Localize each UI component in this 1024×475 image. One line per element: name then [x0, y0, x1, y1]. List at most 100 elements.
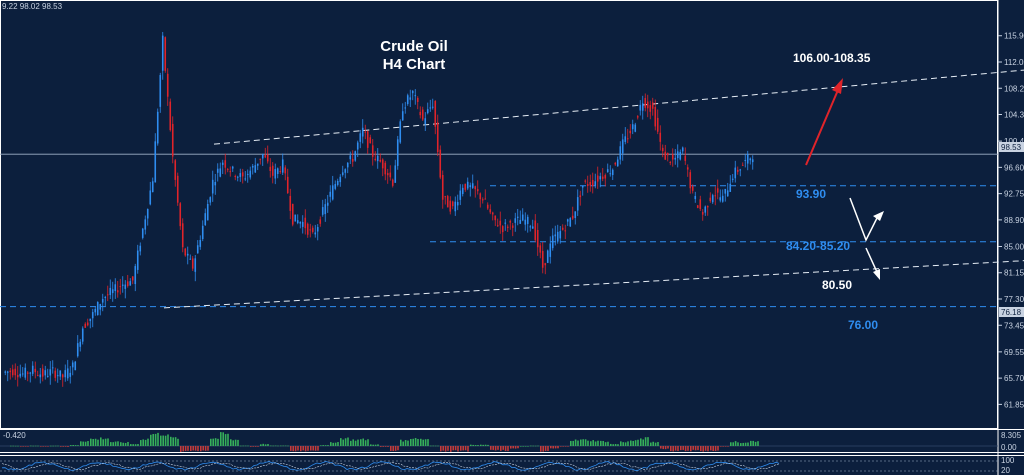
- candle-body: [629, 130, 632, 134]
- candle-body: [156, 111, 159, 144]
- candle-body: [721, 195, 724, 202]
- candle-body: [169, 101, 172, 131]
- oscillator-bar: [360, 439, 362, 446]
- candle-body: [204, 213, 207, 226]
- oscillator-bar: [400, 439, 402, 446]
- oscillator-bar: [204, 446, 207, 451]
- candle-body: [709, 197, 712, 202]
- oscillator-bar: [52, 445, 54, 447]
- candle-body: [104, 296, 107, 298]
- oscillator-bar: [352, 439, 354, 446]
- oscillator-bar: [17, 445, 19, 447]
- ohlc-readout: 9.22 98.02 98.53: [2, 2, 63, 11]
- price-tick-label: 65.70: [1004, 374, 1024, 383]
- oscillator-bar: [742, 442, 744, 446]
- candle-body: [421, 109, 424, 120]
- candle-body: [149, 190, 152, 205]
- candle-body: [384, 162, 387, 175]
- candle-body: [294, 214, 297, 222]
- candle-body: [166, 73, 169, 97]
- oscillator-bar: [752, 440, 754, 446]
- oscillator-bar: [504, 446, 507, 452]
- price-tick-label: 104.35: [1004, 111, 1024, 120]
- oscillator-bar: [392, 446, 394, 452]
- candle-body: [379, 159, 382, 162]
- oscillator-bar: [202, 446, 204, 451]
- candle-body: [566, 219, 569, 222]
- price-tick-label: 81.15: [1004, 269, 1024, 278]
- candle-body: [486, 204, 489, 209]
- oscillator-bar: [684, 446, 687, 452]
- candle-body: [689, 172, 692, 189]
- candle-body: [429, 107, 432, 109]
- oscillator-bar: [134, 444, 137, 446]
- candle-body: [329, 191, 332, 197]
- oscillator-bar: [210, 438, 212, 446]
- candle-body: [741, 164, 744, 166]
- oscillator-bar: [602, 440, 604, 446]
- oscillator-bar: [34, 445, 37, 447]
- oscillator-bar: [640, 438, 642, 446]
- oscillator-bar: [567, 446, 569, 447]
- oscillator-bar: [384, 446, 387, 447]
- candle-body: [611, 169, 614, 175]
- candle-body: [171, 123, 174, 157]
- oscillator-bar: [730, 442, 732, 446]
- oscillator-bar: [267, 444, 269, 446]
- candle-body: [14, 368, 17, 376]
- candle-body: [441, 174, 444, 200]
- oscillator-bar: [672, 446, 674, 452]
- candle-body: [606, 169, 609, 173]
- candle-body: [564, 230, 567, 232]
- candle-body: [219, 168, 222, 177]
- candle-body: [316, 227, 319, 232]
- candle-body: [239, 173, 242, 177]
- oscillator-bar: [212, 438, 214, 446]
- candle-body: [464, 183, 467, 190]
- oscillator-bar: [514, 446, 517, 449]
- oscillator-bar: [64, 446, 67, 447]
- oscillator-bar: [22, 446, 24, 447]
- candle-body: [111, 289, 114, 294]
- oscillator-bar: [457, 446, 459, 452]
- oscillator-bar: [174, 437, 177, 446]
- candle-body: [86, 322, 89, 326]
- oscillator-bar: [387, 446, 389, 447]
- oscillator-bar: [367, 439, 369, 446]
- candle-body: [24, 367, 27, 378]
- oscillator-bar: [417, 438, 419, 446]
- oscillator-bar: [500, 446, 502, 451]
- candle-body: [531, 226, 534, 229]
- candle-body: [696, 205, 699, 208]
- candle-body: [466, 181, 469, 189]
- oscillator-bar: [320, 445, 322, 446]
- oscillator-bar: [740, 443, 742, 446]
- oscillator-bar: [627, 441, 629, 446]
- candle-body: [344, 169, 347, 173]
- candle-body: [674, 157, 677, 160]
- oscillator-label: -0.420: [3, 431, 26, 440]
- candle-body: [449, 200, 452, 212]
- oscillator-bar: [577, 440, 579, 446]
- candle-body: [391, 179, 394, 186]
- oscillator-bar: [247, 445, 249, 447]
- candle-body: [646, 101, 649, 109]
- oscillator-bar: [420, 438, 422, 446]
- oscillator-bar: [622, 442, 624, 446]
- candle-body: [81, 328, 84, 342]
- candle-body: [589, 181, 592, 186]
- candle-body: [604, 175, 607, 179]
- candle-body: [46, 375, 49, 377]
- oscillator-bar: [534, 445, 537, 447]
- oscillator-bar: [127, 441, 129, 446]
- candle-body: [176, 175, 179, 203]
- oscillator-bar: [310, 446, 312, 451]
- candle-body: [336, 181, 339, 185]
- candle-body: [206, 203, 209, 221]
- oscillator-bar: [452, 446, 454, 451]
- annotation-80-50: 80.50: [822, 278, 852, 292]
- candle-body: [286, 176, 289, 194]
- candle-body: [129, 281, 132, 286]
- candle-body: [394, 165, 397, 183]
